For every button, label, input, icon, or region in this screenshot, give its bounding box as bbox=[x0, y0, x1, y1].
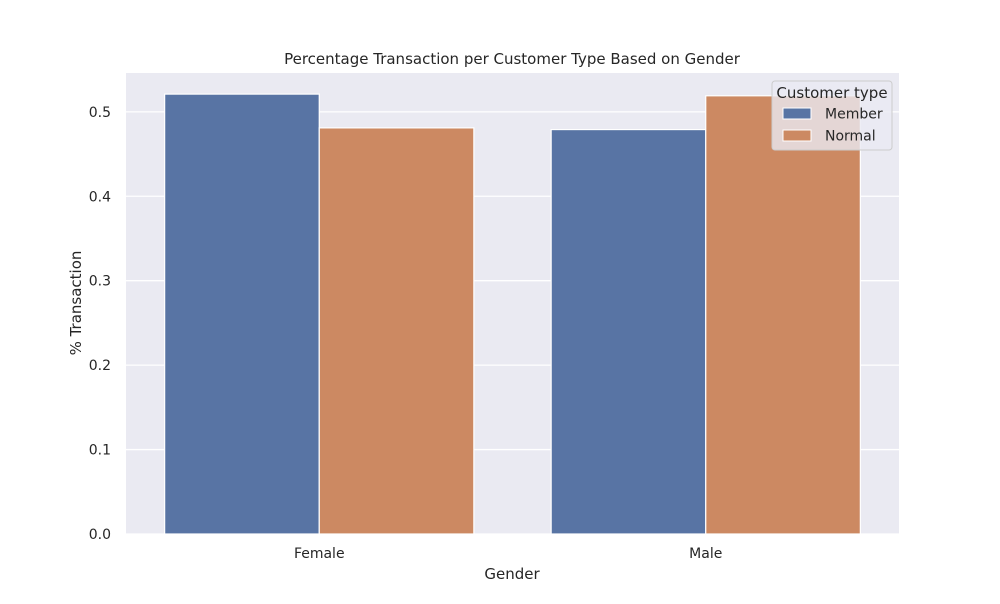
x-axis-ticks: Female Male bbox=[294, 546, 722, 562]
y-tick-label: 0.4 bbox=[89, 189, 111, 205]
y-tick-label: 0.1 bbox=[89, 443, 111, 459]
x-tick-label: Female bbox=[294, 546, 345, 562]
bar-member-female bbox=[164, 93, 320, 535]
legend-items: Member Normal bbox=[782, 107, 883, 145]
bars bbox=[164, 93, 861, 535]
legend-swatch-member bbox=[782, 107, 812, 120]
legend-title: Customer type bbox=[776, 84, 887, 102]
bar-member-male bbox=[550, 128, 707, 535]
legend-label-member: Member bbox=[825, 107, 883, 123]
x-tick-label: Male bbox=[689, 546, 722, 562]
y-axis-label: % Transaction bbox=[67, 251, 85, 356]
legend-label-normal: Normal bbox=[825, 129, 876, 145]
y-tick-label: 0.2 bbox=[89, 358, 111, 374]
legend: Customer type Member Normal bbox=[771, 80, 893, 151]
y-tick-label: 0.0 bbox=[89, 527, 111, 543]
x-axis-label: Gender bbox=[484, 565, 540, 583]
y-tick-label: 0.5 bbox=[89, 105, 111, 121]
legend-swatch-normal bbox=[782, 129, 812, 142]
y-tick-label: 0.3 bbox=[89, 274, 111, 290]
bar-normal-male bbox=[705, 95, 861, 535]
y-axis-ticks: 0.0 0.1 0.2 0.3 0.4 0.5 bbox=[89, 105, 111, 543]
chart-title: Percentage Transaction per Customer Type… bbox=[284, 50, 741, 68]
bar-normal-female bbox=[318, 127, 475, 535]
